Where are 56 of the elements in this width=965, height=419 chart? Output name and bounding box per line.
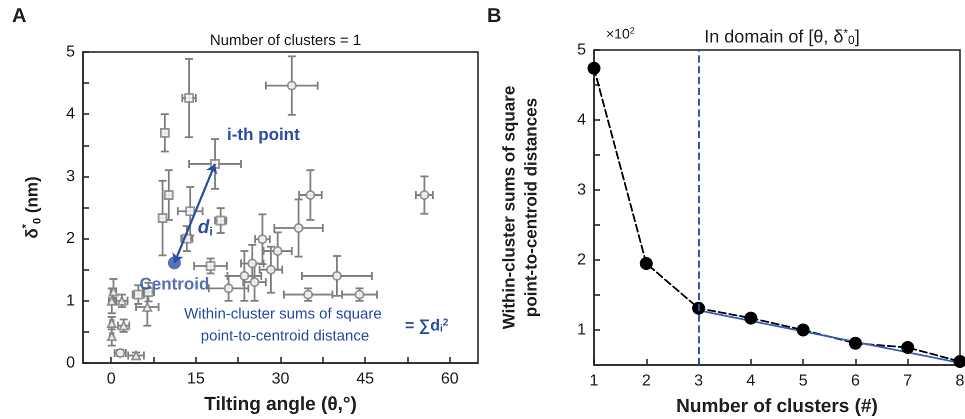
y-tick-label: 5 bbox=[577, 42, 586, 58]
x-tick-label: 0 bbox=[106, 370, 116, 388]
chart-title: Number of clusters = 1 bbox=[210, 32, 362, 49]
x-tick-label: 2 bbox=[642, 372, 651, 390]
y-tick-label: 0 bbox=[66, 354, 76, 372]
x-tick-label: 4 bbox=[746, 372, 756, 390]
chart-title: In domain of [θ, δ*0] bbox=[704, 26, 860, 47]
y-tick-label: 5 bbox=[66, 44, 76, 60]
annotation: Within-cluster sums of square point-to-centroid distance bbox=[184, 306, 386, 344]
point bbox=[224, 283, 234, 294]
x-tick-label: 3 bbox=[694, 372, 704, 390]
point bbox=[184, 93, 194, 103]
point bbox=[258, 234, 268, 244]
text: A bbox=[12, 5, 26, 27]
x-tick-label: 5 bbox=[798, 372, 808, 390]
y-axis-title: δ*0 (nm) bbox=[20, 176, 44, 239]
point bbox=[848, 336, 862, 350]
point bbox=[272, 246, 283, 256]
y-tick-label: 3 bbox=[66, 168, 76, 185]
annotation: = ∑di2 bbox=[405, 318, 449, 334]
x-tick-label: 7 bbox=[903, 372, 912, 390]
point bbox=[266, 264, 276, 275]
x-axis-title: Tilting angle (θ,°) bbox=[204, 394, 357, 415]
y-tick-label: 4 bbox=[577, 112, 586, 128]
y-axis-title: Within-cluster sums of square point-to-centroid distances bbox=[500, 86, 540, 330]
point bbox=[239, 271, 250, 281]
y-tick-label: 2 bbox=[577, 252, 586, 268]
point bbox=[796, 324, 810, 336]
y-tick-label: 2 bbox=[66, 230, 76, 248]
point bbox=[901, 341, 914, 354]
point bbox=[286, 80, 297, 90]
x-tick-label: 8 bbox=[956, 372, 965, 390]
x-tick-label: 45 bbox=[356, 370, 374, 388]
x-axis-title: Number of clusters (#) bbox=[676, 396, 878, 417]
annotation: i-th point bbox=[227, 124, 300, 144]
x-tick-label: 30 bbox=[272, 370, 290, 388]
text: B bbox=[487, 5, 502, 27]
point bbox=[306, 190, 316, 200]
x-tick-label: 15 bbox=[186, 370, 205, 388]
y-tick-label: 4 bbox=[66, 106, 76, 123]
y-tick-label: 1 bbox=[66, 292, 76, 310]
point bbox=[332, 271, 342, 281]
point bbox=[294, 223, 304, 233]
point bbox=[206, 261, 216, 271]
x-tick-label: 60 bbox=[440, 370, 459, 388]
y-tick-label: 3 bbox=[577, 182, 586, 198]
point bbox=[354, 290, 364, 300]
legend-label: Centroid bbox=[139, 274, 210, 294]
point bbox=[640, 257, 653, 270]
point bbox=[303, 290, 314, 300]
y-tick-label: 1 bbox=[577, 322, 586, 338]
point bbox=[588, 62, 600, 75]
x-tick-label: 6 bbox=[850, 372, 860, 390]
point bbox=[420, 190, 430, 200]
point bbox=[744, 312, 758, 325]
x-tick-label: 1 bbox=[590, 372, 599, 390]
